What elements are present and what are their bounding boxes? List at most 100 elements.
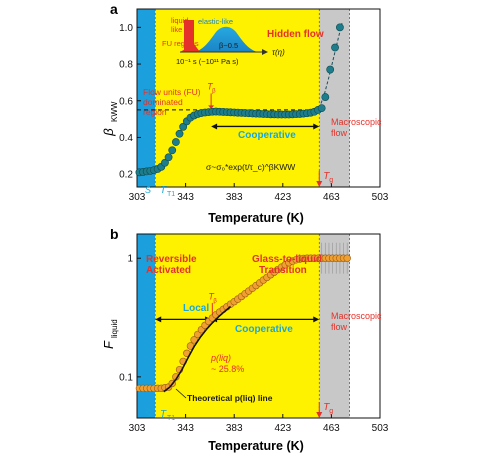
inset-axis-arrow-icon bbox=[262, 49, 268, 55]
panel-a-ytick-label: 0.8 bbox=[119, 60, 133, 71]
panel-a-ytick-label: 0.6 bbox=[119, 96, 133, 107]
panel-b-xtick-label: 303 bbox=[129, 423, 146, 434]
panel-a-data-point bbox=[171, 138, 180, 146]
reversible-label-1: Reversible bbox=[146, 254, 197, 265]
panel-b-local-arrow-left-head-icon bbox=[155, 316, 162, 323]
panel-b-ylabel-main: F bbox=[101, 340, 116, 349]
tbeta-subscript: β bbox=[213, 298, 217, 304]
panel-a-tt1-label: S T T1 bbox=[145, 185, 175, 198]
panel-a-xtick-label: 343 bbox=[177, 192, 194, 203]
panel-b-tt1-label: S T T1 bbox=[145, 409, 175, 422]
inset-liquid-label-1: liquid- bbox=[171, 16, 192, 25]
panel-a-ylabel: β KWW bbox=[101, 101, 119, 137]
tg-subscript: g bbox=[329, 408, 333, 415]
inset-elastic-label: elastic-like bbox=[198, 17, 233, 26]
inset-axis-label: τ(η) bbox=[272, 48, 285, 57]
panel-b-ylabel: F liquid bbox=[101, 319, 119, 349]
panel-a-xtick-label: 303 bbox=[129, 192, 146, 203]
inset-beta-label: β~0.5 bbox=[219, 41, 238, 50]
panel-a-data-point bbox=[321, 93, 330, 101]
inset-liquid-label-2: like bbox=[171, 25, 182, 34]
panel-a-data-point bbox=[164, 153, 173, 162]
theory-pointer bbox=[175, 388, 187, 399]
panel-b-macro-label-2: flow bbox=[331, 322, 348, 332]
panel-a-cooperative-arrow-right-head-icon bbox=[313, 123, 320, 130]
panel-b-cooperative-label: Cooperative bbox=[235, 324, 293, 335]
tbeta-subscript: β bbox=[212, 89, 216, 95]
hidden-flow-label: Hidden flow bbox=[267, 29, 324, 40]
panel-a-xlabel: Temperature (K) bbox=[208, 211, 304, 225]
panel-b-data-point bbox=[190, 336, 198, 344]
panel-a-ylabel-sub: KWW bbox=[110, 101, 119, 122]
panel-b-xtick-label: 423 bbox=[274, 423, 291, 434]
flow-units-label-3: region bbox=[143, 107, 167, 117]
panel-b-label: b bbox=[110, 226, 119, 242]
panel-a-axes: 303 343 383 423 463 503 0.2 0.4 0.6 0.8 1.0 bbox=[119, 8, 389, 203]
panel-a-data-point bbox=[317, 104, 326, 112]
panel-a-tg-label: T g bbox=[323, 171, 333, 184]
inset-fu-label: FU regions bbox=[162, 39, 199, 48]
theory-line-label: Theoretical p(liq) line bbox=[187, 393, 273, 403]
panel-b-region-0 bbox=[137, 234, 156, 418]
tg-subscript: g bbox=[329, 177, 333, 184]
panel-a-ytick-label: 0.2 bbox=[119, 170, 133, 181]
panel-a-macro-label-1: Macroscopic bbox=[331, 117, 382, 127]
panel-a-label: a bbox=[110, 1, 118, 17]
tbeta-symbol: T bbox=[208, 291, 215, 301]
inset: liquid- like elastic-like FU regions β~0… bbox=[162, 16, 285, 66]
panel-a-xtick-label: 423 bbox=[274, 192, 291, 203]
panel-b-region-2 bbox=[319, 234, 350, 418]
panel-a-tbeta-arrow-icon bbox=[208, 105, 215, 110]
panel-b-tg-arrow-icon bbox=[316, 412, 323, 418]
s-mark: S bbox=[145, 185, 151, 195]
panel-b-ylabel-sub: liquid bbox=[110, 319, 119, 338]
tg-symbol: T bbox=[323, 402, 330, 413]
glass-label-1: Glass-to-liquid bbox=[252, 254, 322, 265]
panel-a-data-point bbox=[161, 158, 169, 167]
tt1-subscript: T1 bbox=[167, 191, 175, 198]
panel-a: a liquid- like elastic-like FU regions β… bbox=[101, 1, 389, 225]
local-label: Local bbox=[183, 303, 209, 314]
panel-a-cooperative-arrow-left-head-icon bbox=[211, 123, 218, 130]
inset-tick-label: 10⁻¹ s (~10¹¹ Pa s) bbox=[176, 57, 239, 66]
panel-a-tg-arrow-icon bbox=[316, 181, 323, 187]
panel-a-ytick-label: 0.4 bbox=[119, 133, 133, 144]
inset-elastic-peak bbox=[194, 26, 258, 52]
pliq-label-1: p(liq) bbox=[210, 353, 231, 363]
panel-b-xtick-label: 503 bbox=[372, 423, 389, 434]
panel-b-ytick-label: 1 bbox=[127, 254, 133, 265]
theoretical-pliq-line bbox=[163, 305, 232, 393]
tt1-symbol: T bbox=[160, 409, 167, 420]
panel-b: b 303 343 383 423 463 503 0.1 1 Reversible Acti… bbox=[101, 226, 389, 453]
panel-a-xtick-label: 503 bbox=[372, 192, 389, 203]
panel-a-macro-label-2: flow bbox=[331, 128, 348, 138]
tg-symbol: T bbox=[323, 171, 330, 182]
panel-a-ylabel-main: β bbox=[101, 128, 116, 137]
panel-a-data-point bbox=[168, 146, 177, 155]
formula-label: σ~σ₀*exp(t/τ_c)^βKWW bbox=[206, 162, 295, 172]
panel-a-xtick-label: 463 bbox=[323, 192, 340, 203]
panel-a-data-point bbox=[331, 43, 339, 52]
panel-a-ytick-label: 1.0 bbox=[119, 23, 133, 34]
tbeta-symbol: T bbox=[207, 82, 214, 92]
panel-a-frame bbox=[136, 8, 381, 188]
panel-a-data-point bbox=[326, 65, 335, 74]
panel-b-cooperative-arrow-right-head-icon bbox=[313, 316, 320, 323]
glass-label-2: Transition bbox=[259, 265, 307, 276]
panel-b-macro-label-1: Macroscopic bbox=[331, 311, 382, 321]
panel-a-xtick-label: 383 bbox=[226, 192, 243, 203]
panel-b-xtick-label: 383 bbox=[226, 423, 243, 434]
panel-a-data-point bbox=[179, 122, 188, 131]
panel-a-data-point bbox=[175, 129, 184, 138]
inset-liquid-region bbox=[184, 20, 194, 52]
panel-a-region-0 bbox=[137, 9, 156, 187]
tt1-symbol: T bbox=[160, 185, 167, 196]
panel-a-marks bbox=[135, 21, 344, 187]
panel-a-cooperative-label: Cooperative bbox=[238, 130, 296, 141]
panel-a-tbeta-label: T β bbox=[207, 82, 216, 95]
panel-b-xtick-label: 343 bbox=[177, 423, 194, 434]
panel-b-data-point bbox=[343, 254, 351, 262]
reversible-label-2: Activated bbox=[146, 265, 191, 276]
s-mark: S bbox=[145, 409, 151, 419]
